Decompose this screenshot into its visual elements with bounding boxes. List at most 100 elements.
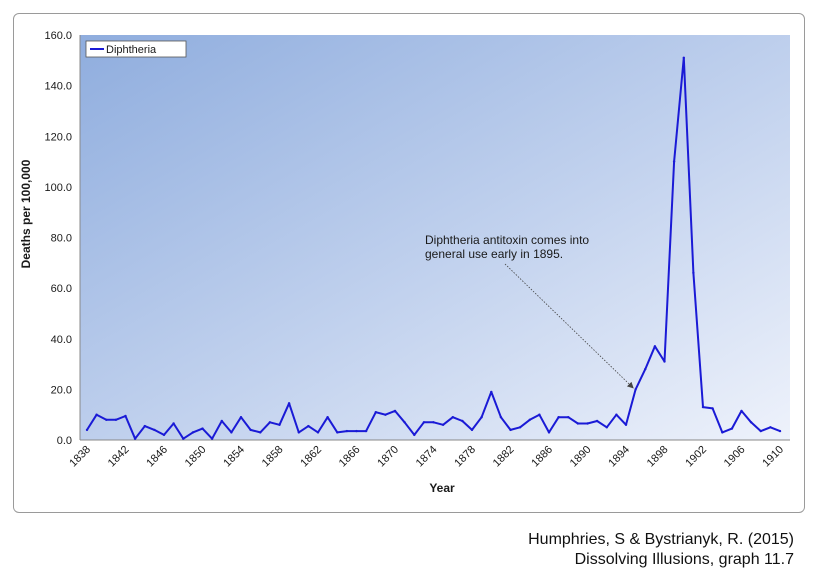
data-point bbox=[364, 429, 368, 433]
data-point bbox=[595, 419, 599, 423]
data-point bbox=[201, 427, 204, 430]
x-tick-label: 1858 bbox=[260, 444, 286, 470]
data-point bbox=[672, 160, 676, 163]
data-point bbox=[615, 413, 618, 416]
data-point bbox=[451, 416, 454, 419]
x-tick-label: 1870 bbox=[375, 444, 401, 470]
annotation: Diphtheria antitoxin comes into general … bbox=[425, 233, 634, 389]
data-point bbox=[249, 428, 252, 432]
data-point bbox=[586, 422, 589, 425]
x-tick-label: 1874 bbox=[414, 444, 440, 470]
x-tick-label: 1866 bbox=[337, 444, 363, 470]
data-point bbox=[230, 431, 233, 434]
x-tick-label: 1882 bbox=[491, 444, 517, 470]
data-point bbox=[278, 423, 281, 426]
data-point bbox=[191, 431, 195, 434]
data-point bbox=[413, 433, 416, 437]
data-point bbox=[153, 428, 156, 432]
data-point bbox=[124, 414, 127, 418]
x-tick-label: 1886 bbox=[529, 444, 555, 470]
data-point bbox=[730, 427, 734, 430]
citation-line1: Humphries, S & Bystrianyk, R. (2015) bbox=[528, 531, 794, 548]
data-point bbox=[480, 416, 483, 419]
data-point bbox=[576, 422, 580, 425]
data-point bbox=[644, 367, 647, 371]
data-point bbox=[259, 431, 262, 434]
x-tick-label: 1854 bbox=[221, 444, 247, 470]
data-point bbox=[374, 411, 377, 414]
x-tick-label: 1910 bbox=[760, 444, 786, 470]
x-tick-label: 1894 bbox=[606, 444, 632, 470]
x-tick-label: 1862 bbox=[298, 444, 324, 470]
y-tick-label: 60.0 bbox=[51, 283, 72, 295]
x-tick-label: 1838 bbox=[67, 444, 93, 470]
data-points bbox=[85, 56, 782, 440]
data-point bbox=[692, 271, 695, 275]
data-point bbox=[470, 428, 474, 432]
x-axis: 1838 1842 1846 1850 1854 1858 1862 1866 1870 1874… bbox=[67, 439, 790, 470]
x-tick-label: 1906 bbox=[722, 444, 748, 470]
data-point bbox=[778, 429, 782, 433]
y-tick-label: 120.0 bbox=[44, 131, 72, 143]
data-point bbox=[461, 419, 464, 423]
data-point bbox=[682, 56, 685, 59]
data-point bbox=[441, 423, 445, 426]
data-point bbox=[653, 345, 657, 348]
data-point bbox=[634, 388, 637, 391]
data-point bbox=[105, 418, 108, 421]
data-point bbox=[384, 413, 387, 416]
data-point bbox=[316, 431, 320, 434]
data-point bbox=[268, 421, 272, 424]
data-point bbox=[162, 433, 166, 437]
data-point bbox=[538, 413, 541, 416]
data-point bbox=[239, 416, 243, 419]
data-point bbox=[567, 416, 570, 419]
data-point bbox=[509, 428, 512, 432]
legend: Diphtheria bbox=[85, 40, 187, 58]
data-point bbox=[663, 360, 666, 363]
data-point bbox=[403, 421, 406, 424]
y-tick-label: 160.0 bbox=[44, 30, 72, 42]
data-point bbox=[528, 418, 531, 421]
data-point bbox=[336, 431, 339, 434]
y-tick-label: 100.0 bbox=[44, 182, 72, 194]
data-point bbox=[85, 428, 89, 432]
data-point bbox=[172, 422, 175, 425]
data-point bbox=[287, 402, 291, 405]
data-point bbox=[326, 416, 329, 419]
x-axis-title: Year bbox=[429, 481, 455, 495]
data-point bbox=[721, 431, 724, 434]
data-point bbox=[114, 418, 118, 421]
data-point bbox=[393, 409, 397, 413]
data-point bbox=[769, 426, 772, 429]
y-tick-label: 0.0 bbox=[57, 435, 72, 447]
data-point bbox=[133, 437, 137, 440]
data-point bbox=[422, 421, 426, 424]
data-point bbox=[740, 409, 743, 413]
data-point bbox=[557, 416, 560, 419]
data-point bbox=[499, 416, 503, 419]
data-point bbox=[759, 429, 762, 433]
data-point bbox=[95, 413, 98, 416]
data-point bbox=[345, 429, 349, 433]
x-tick-label: 1878 bbox=[452, 444, 478, 470]
x-tick-label: 1850 bbox=[183, 444, 209, 470]
x-tick-label: 1842 bbox=[106, 444, 132, 470]
annotation-text-line2: general use early in 1895. bbox=[425, 247, 563, 261]
annotation-arrow bbox=[504, 263, 634, 389]
data-point bbox=[210, 437, 214, 440]
data-point bbox=[220, 419, 223, 423]
data-point bbox=[711, 407, 714, 410]
y-tick-label: 20.0 bbox=[51, 384, 72, 396]
y-axis-title: Deaths per 100,000 bbox=[19, 159, 33, 268]
y-tick-label: 40.0 bbox=[51, 334, 72, 346]
data-point bbox=[297, 431, 300, 434]
data-point bbox=[605, 426, 608, 429]
y-tick-label: 80.0 bbox=[51, 233, 72, 245]
x-tick-label: 1890 bbox=[568, 444, 594, 470]
y-axis: 0.0 20.0 40.0 60.0 80.0 100.0 120.0 140.0 160.0 bbox=[44, 30, 81, 447]
citation: Humphries, S & Bystrianyk, R. (2015) Dis… bbox=[528, 530, 794, 570]
data-point bbox=[143, 424, 146, 428]
data-point bbox=[547, 431, 551, 434]
